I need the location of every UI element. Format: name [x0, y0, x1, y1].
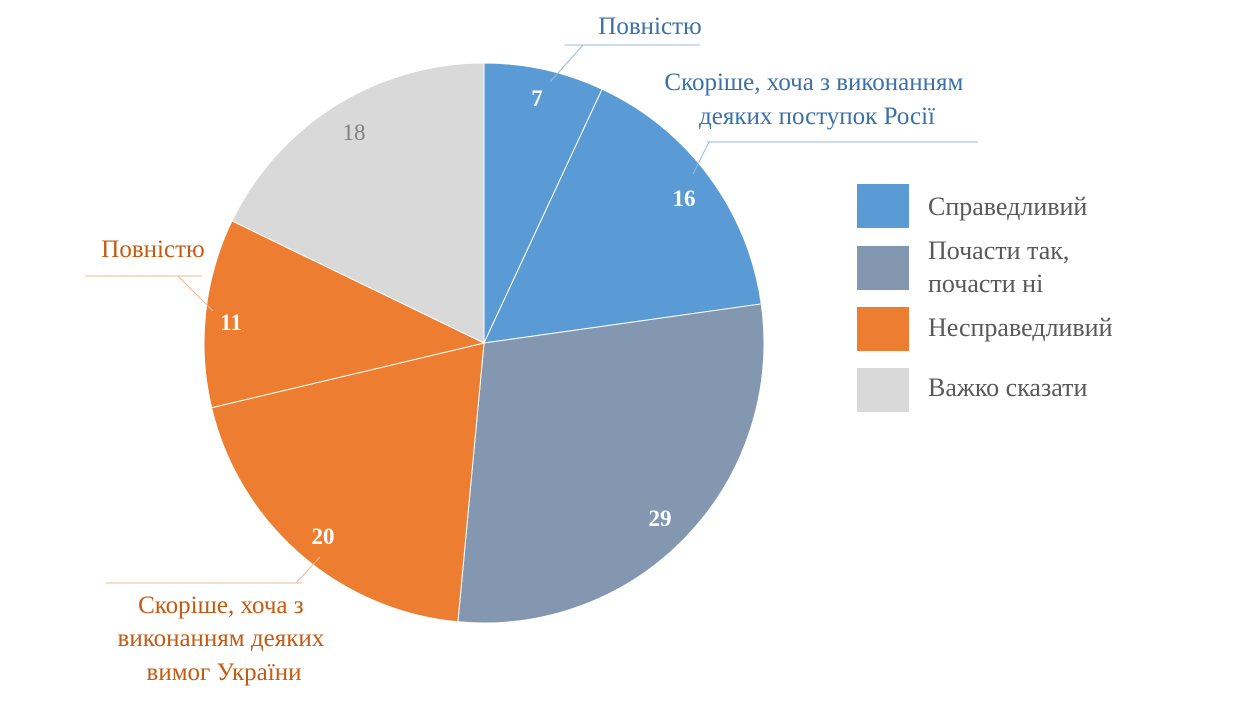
- value-label-slice-3: 20: [312, 524, 335, 549]
- legend-swatch-partly: [857, 246, 909, 290]
- sublabel-slice-0: Повністю: [598, 13, 701, 40]
- legend-swatch-hard-to-say: [857, 368, 909, 412]
- pie-slice-1: [483, 88, 762, 344]
- legend-label-hard-to-say: Важко сказати: [928, 373, 1087, 402]
- legend: Справедливий Почасти так, почасти ні Нес…: [857, 184, 1113, 412]
- value-label-slice-5: 18: [343, 120, 366, 145]
- legend-swatch-unfair: [857, 307, 909, 351]
- leader-line-slice-1: [692, 141, 978, 175]
- pie-slice-2: [457, 303, 765, 624]
- sublabel-slice-3: Скоріше, хоча з виконанням деяких вимог …: [118, 592, 331, 686]
- pie-slice-0: [483, 62, 603, 344]
- value-label-slice-4: 11: [220, 310, 242, 335]
- legend-label-fair: Справедливий: [928, 192, 1087, 221]
- leader-line-slice-3: [106, 556, 321, 584]
- sublabel-slice-1: Скоріше, хоча з виконанням деяких поступ…: [664, 69, 969, 130]
- value-label-slice-0: 7: [531, 86, 543, 111]
- leader-line-slice-4: [85, 275, 214, 312]
- leader-line-slice-0: [549, 44, 700, 83]
- legend-label-partly: Почасти так, почасти ні: [928, 236, 1076, 298]
- sublabel-slice-4: Повністю: [101, 236, 204, 263]
- value-label-slice-2: 29: [649, 506, 672, 531]
- pie-slice-4: [203, 220, 486, 409]
- leader-lines: [85, 44, 978, 584]
- legend-swatch-fair: [857, 184, 909, 228]
- pie-slices: [203, 62, 765, 624]
- pie-slice-5: [231, 62, 485, 344]
- pie-slice-3: [210, 342, 485, 623]
- value-label-slice-1: 16: [673, 186, 696, 211]
- legend-label-unfair: Несправедливий: [928, 313, 1113, 342]
